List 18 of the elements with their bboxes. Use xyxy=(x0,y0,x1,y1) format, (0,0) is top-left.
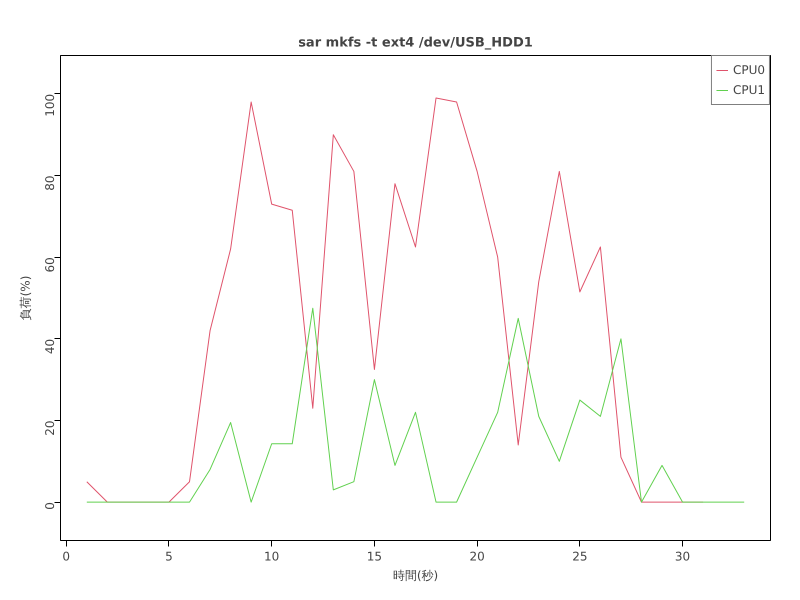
x-axis-title: 時間(秒) xyxy=(392,568,438,582)
x-tick-label: 25 xyxy=(572,550,588,564)
x-tick-label: 10 xyxy=(264,550,280,564)
x-tick-label: 15 xyxy=(366,550,382,564)
y-tick-label: 100 xyxy=(43,94,57,117)
y-tick-label: 60 xyxy=(43,257,57,272)
y-axis-title: 負荷(%) xyxy=(18,276,32,320)
chart-title: sar mkfs -t ext4 /dev/USB_HDD1 xyxy=(298,36,533,50)
y-tick-label: 40 xyxy=(43,338,57,354)
legend-label: CPU0 xyxy=(732,63,765,77)
x-tick-label: 0 xyxy=(62,550,70,564)
x-tick-label: 30 xyxy=(674,550,690,564)
x-tick-label: 20 xyxy=(469,550,485,564)
y-tick-label: 80 xyxy=(43,176,57,191)
y-tick-label: 20 xyxy=(43,420,57,436)
legend-label: CPU1 xyxy=(732,83,765,97)
y-tick-label: 0 xyxy=(43,502,57,510)
x-tick-label: 5 xyxy=(165,550,173,564)
